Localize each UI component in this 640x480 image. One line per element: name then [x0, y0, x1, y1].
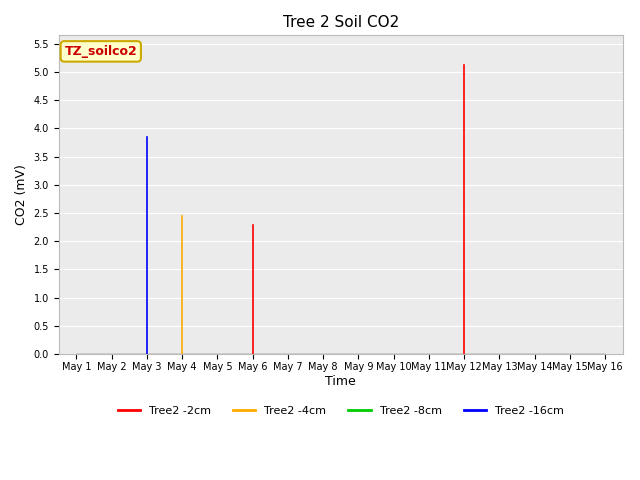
X-axis label: Time: Time — [325, 374, 356, 387]
Y-axis label: CO2 (mV): CO2 (mV) — [15, 164, 28, 225]
Legend: Tree2 -2cm, Tree2 -4cm, Tree2 -8cm, Tree2 -16cm: Tree2 -2cm, Tree2 -4cm, Tree2 -8cm, Tree… — [113, 401, 568, 420]
Text: TZ_soilco2: TZ_soilco2 — [65, 45, 137, 58]
Title: Tree 2 Soil CO2: Tree 2 Soil CO2 — [283, 15, 399, 30]
